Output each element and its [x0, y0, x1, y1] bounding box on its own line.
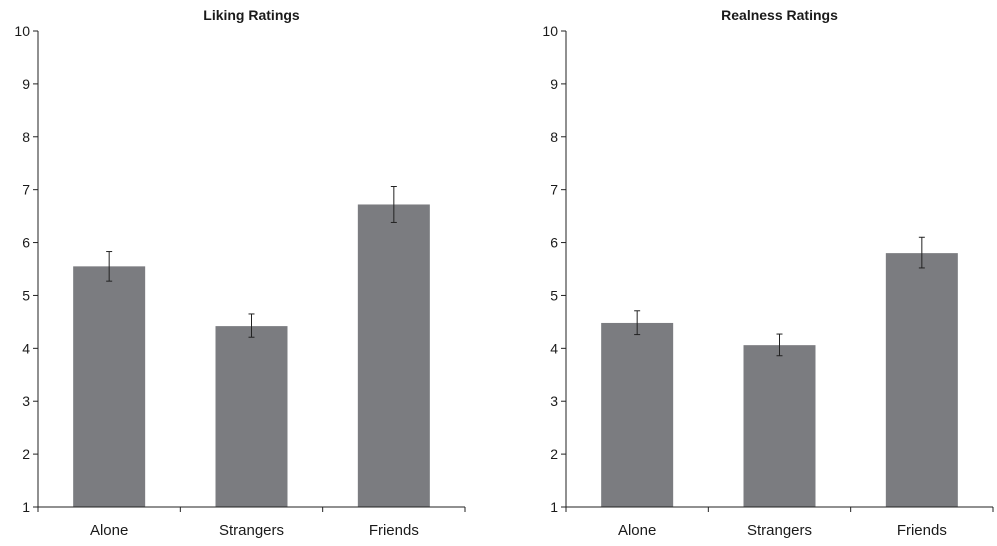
y-tick-label: 6 [22, 235, 30, 251]
y-tick-label: 9 [550, 76, 558, 92]
y-tick-label: 10 [542, 23, 558, 39]
y-tick-label: 9 [22, 76, 30, 92]
liking-ratings-chart: Liking Ratings 1 2 3 4 5 6 7 8 9 10 Alone Strangers F… [0, 0, 469, 546]
error-bar-alone [106, 251, 113, 282]
x-tick-label-friends: Friends [897, 522, 947, 539]
y-tick-label: 8 [22, 129, 30, 145]
y-tick-label: 8 [550, 129, 558, 145]
error-bar-friends [918, 236, 925, 269]
bar-strangers [743, 345, 816, 507]
bar-alone [73, 266, 146, 507]
y-tick-label: 7 [550, 182, 558, 198]
error-bar-friends [390, 185, 397, 223]
bar-strangers [215, 326, 288, 507]
x-tick-label-alone: Alone [90, 522, 128, 539]
realness-ratings-chart: Realness Ratings 1 2 3 4 5 6 7 8 9 10 Alone Stranger… [528, 0, 997, 546]
bar-friends [885, 253, 958, 507]
y-tick-label: 4 [22, 340, 30, 356]
y-tick-label: 4 [550, 340, 558, 356]
error-bar-alone [634, 310, 641, 336]
y-tick-label: 2 [550, 446, 558, 462]
x-tick-label-strangers: Strangers [747, 522, 812, 539]
y-tick-label: 6 [550, 235, 558, 251]
error-bar-strangers [248, 313, 255, 338]
y-tick-label: 3 [550, 393, 558, 409]
y-tick-label: 5 [550, 287, 558, 303]
bar-friends [357, 204, 430, 507]
y-tick-label: 1 [550, 499, 558, 515]
y-tick-label: 5 [22, 287, 30, 303]
y-tick-label: 1 [22, 499, 30, 515]
bar-alone [601, 322, 674, 507]
chart-title: Realness Ratings [721, 7, 838, 23]
liking-ratings-chart-svg: Liking Ratings 1 2 3 4 5 6 7 8 9 10 Alone Strangers F… [14, 7, 466, 539]
y-tick-label: 7 [22, 182, 30, 198]
x-tick-label-friends: Friends [369, 522, 419, 539]
y-tick-label: 3 [22, 393, 30, 409]
realness-ratings-chart-svg: Realness Ratings 1 2 3 4 5 6 7 8 9 10 Alone Stranger… [542, 7, 994, 539]
x-tick-label-strangers: Strangers [219, 522, 284, 539]
y-tick-label: 2 [22, 446, 30, 462]
x-tick-label-alone: Alone [618, 522, 656, 539]
y-tick-label: 10 [14, 23, 30, 39]
error-bar-strangers [776, 333, 783, 357]
chart-title: Liking Ratings [203, 7, 300, 23]
